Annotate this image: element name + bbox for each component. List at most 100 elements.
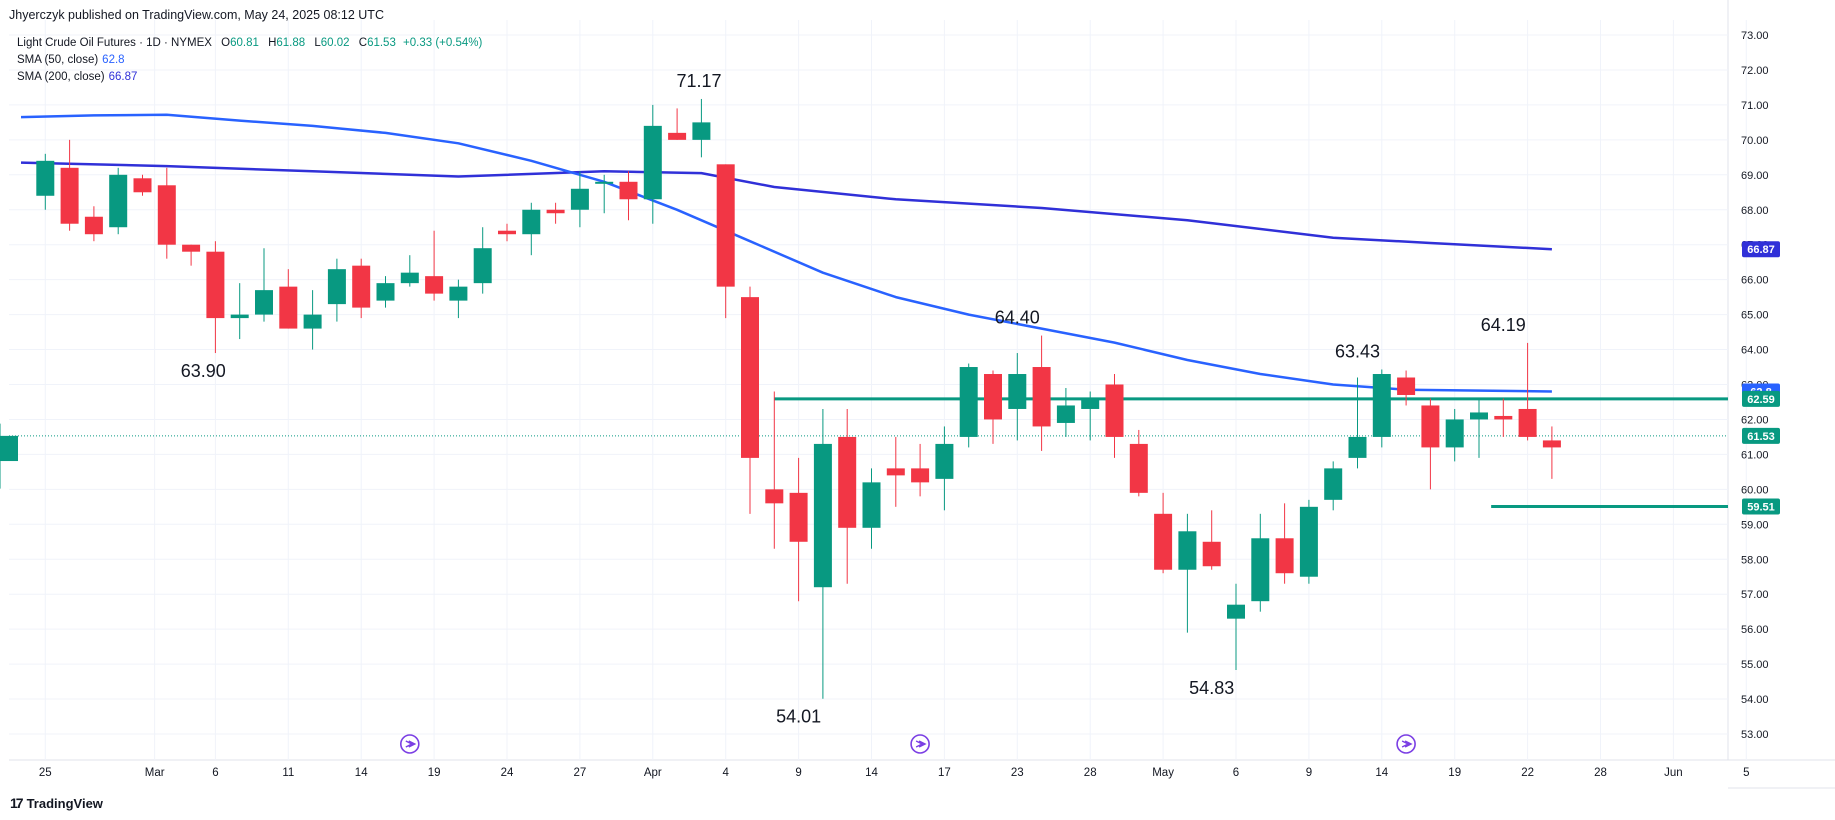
event-marker-icon[interactable] xyxy=(1396,734,1416,754)
candle-body xyxy=(886,468,905,476)
candle xyxy=(1227,583,1245,671)
sma200-legend-row[interactable]: SMA (200, close) 66.87 xyxy=(17,69,482,86)
time-tick-label: 9 xyxy=(795,767,801,779)
price-tick-label: 69.00 xyxy=(1741,170,1769,182)
candle-body xyxy=(668,132,687,140)
candle-body xyxy=(643,125,662,200)
price-annotation: 63.43 xyxy=(1335,341,1380,361)
candle-body xyxy=(157,185,176,245)
candle-body xyxy=(959,367,978,437)
time-tick-label: 19 xyxy=(1448,767,1461,779)
candle xyxy=(692,98,711,158)
candle xyxy=(1008,353,1027,441)
candle xyxy=(765,391,784,549)
event-marker-icon[interactable] xyxy=(399,734,420,754)
price-axis[interactable]: 53.00 54.00 55.00 56.00 57.00 58.00 59.00 60.00… xyxy=(1741,30,1780,741)
candle xyxy=(522,202,541,256)
candle-body xyxy=(1324,468,1343,500)
tradingview-logo[interactable]: 17 TradingView xyxy=(10,795,103,811)
event-markers[interactable] xyxy=(399,734,1416,754)
candle xyxy=(643,104,662,224)
candle-body xyxy=(84,216,103,235)
candle xyxy=(959,363,978,448)
time-tick-label: 22 xyxy=(1521,767,1534,779)
candle-body xyxy=(182,244,201,252)
time-tick-label: 6 xyxy=(1233,767,1239,779)
event-marker-arrow xyxy=(915,740,927,748)
last-price-tag-bg xyxy=(1742,427,1780,444)
price-tick-label: 59.00 xyxy=(1741,519,1769,531)
candle xyxy=(570,171,589,228)
price-tick-label: 58.00 xyxy=(1741,554,1769,566)
candle-body xyxy=(692,122,711,140)
close-value: 61.53 xyxy=(367,37,396,49)
time-tick-label: Apr xyxy=(644,767,662,779)
candle-body xyxy=(1056,405,1075,423)
candle xyxy=(0,423,18,489)
candle xyxy=(813,408,832,699)
sma50-line xyxy=(20,113,1552,393)
change-value: +0.33 (+0.54%) xyxy=(403,37,483,49)
tradingview-logo-icon: 17 xyxy=(10,795,24,811)
candle-body xyxy=(206,251,225,319)
price-tick-label: 62.00 xyxy=(1741,414,1769,426)
time-axis[interactable]: 25 Mar 6 11 14 19 24 27 Apr 4 9 14 17 23 28 May 6 9 14 19 22… xyxy=(39,767,1750,779)
candle-body xyxy=(546,209,565,214)
candle xyxy=(1154,492,1173,574)
candle-body xyxy=(813,443,832,588)
event-marker-arrow xyxy=(405,740,417,748)
indicator-price-tag[interactable]: 66.87 xyxy=(1742,241,1780,258)
publisher-line: Jhyerczyk published on TradingView.com, … xyxy=(9,8,384,22)
level-price-tag[interactable]: 62.59 xyxy=(1742,390,1780,407)
candle-body xyxy=(1494,415,1513,420)
candle-body xyxy=(352,265,371,308)
time-tick-label: 28 xyxy=(1594,767,1607,779)
candle-body xyxy=(36,160,55,196)
candle xyxy=(1178,513,1197,633)
price-annotation: 71.17 xyxy=(676,71,721,91)
candle-body xyxy=(327,269,346,305)
symbol-legend-row[interactable]: Light Crude Oil Futures · 1D · NYMEX O60… xyxy=(17,35,482,52)
last-price-tag[interactable]: 61.53 xyxy=(1742,427,1780,444)
candle xyxy=(133,174,152,196)
candle-body xyxy=(1178,531,1197,570)
sma200-value: 66.87 xyxy=(108,71,138,83)
candle-body xyxy=(255,290,273,315)
candle xyxy=(1445,408,1464,462)
time-tick-label: Jun xyxy=(1664,767,1683,779)
candle xyxy=(1251,513,1270,612)
price-tick-label: 73.00 xyxy=(1741,30,1769,42)
sma200-line xyxy=(20,161,1552,251)
candle xyxy=(546,202,565,224)
candle xyxy=(1081,391,1100,441)
event-marker-icon[interactable] xyxy=(910,734,930,754)
time-tick-label: 27 xyxy=(574,767,587,779)
high-key: H xyxy=(268,37,277,49)
support-resistance-levels[interactable] xyxy=(9,397,1728,508)
candle xyxy=(473,227,492,294)
candle xyxy=(1397,370,1416,406)
candle xyxy=(1421,398,1440,490)
sma50-legend-row[interactable]: SMA (50, close) 62.8 xyxy=(17,52,482,69)
time-tick-label: 14 xyxy=(1375,767,1388,779)
price-tick-label: 70.00 xyxy=(1741,135,1769,147)
time-tick-label: 23 xyxy=(1011,767,1024,779)
low-value: 60.02 xyxy=(320,37,350,49)
grid xyxy=(9,0,1835,789)
candle-body xyxy=(230,314,249,319)
price-tick-label: 66.00 xyxy=(1741,275,1769,287)
candle-body xyxy=(716,164,735,287)
candle xyxy=(595,174,614,214)
level-price-tag[interactable]: 59.51 xyxy=(1742,498,1780,515)
candle-body xyxy=(376,283,395,301)
candle xyxy=(1299,499,1318,584)
candle-body xyxy=(1202,541,1221,567)
sma50-value: 62.8 xyxy=(102,54,125,66)
event-marker-arrow xyxy=(1401,740,1413,748)
candle-body xyxy=(789,492,808,542)
time-tick-label: 11 xyxy=(282,767,294,779)
candle-body xyxy=(303,314,322,329)
candle xyxy=(352,258,371,319)
candle-body xyxy=(984,374,1002,420)
